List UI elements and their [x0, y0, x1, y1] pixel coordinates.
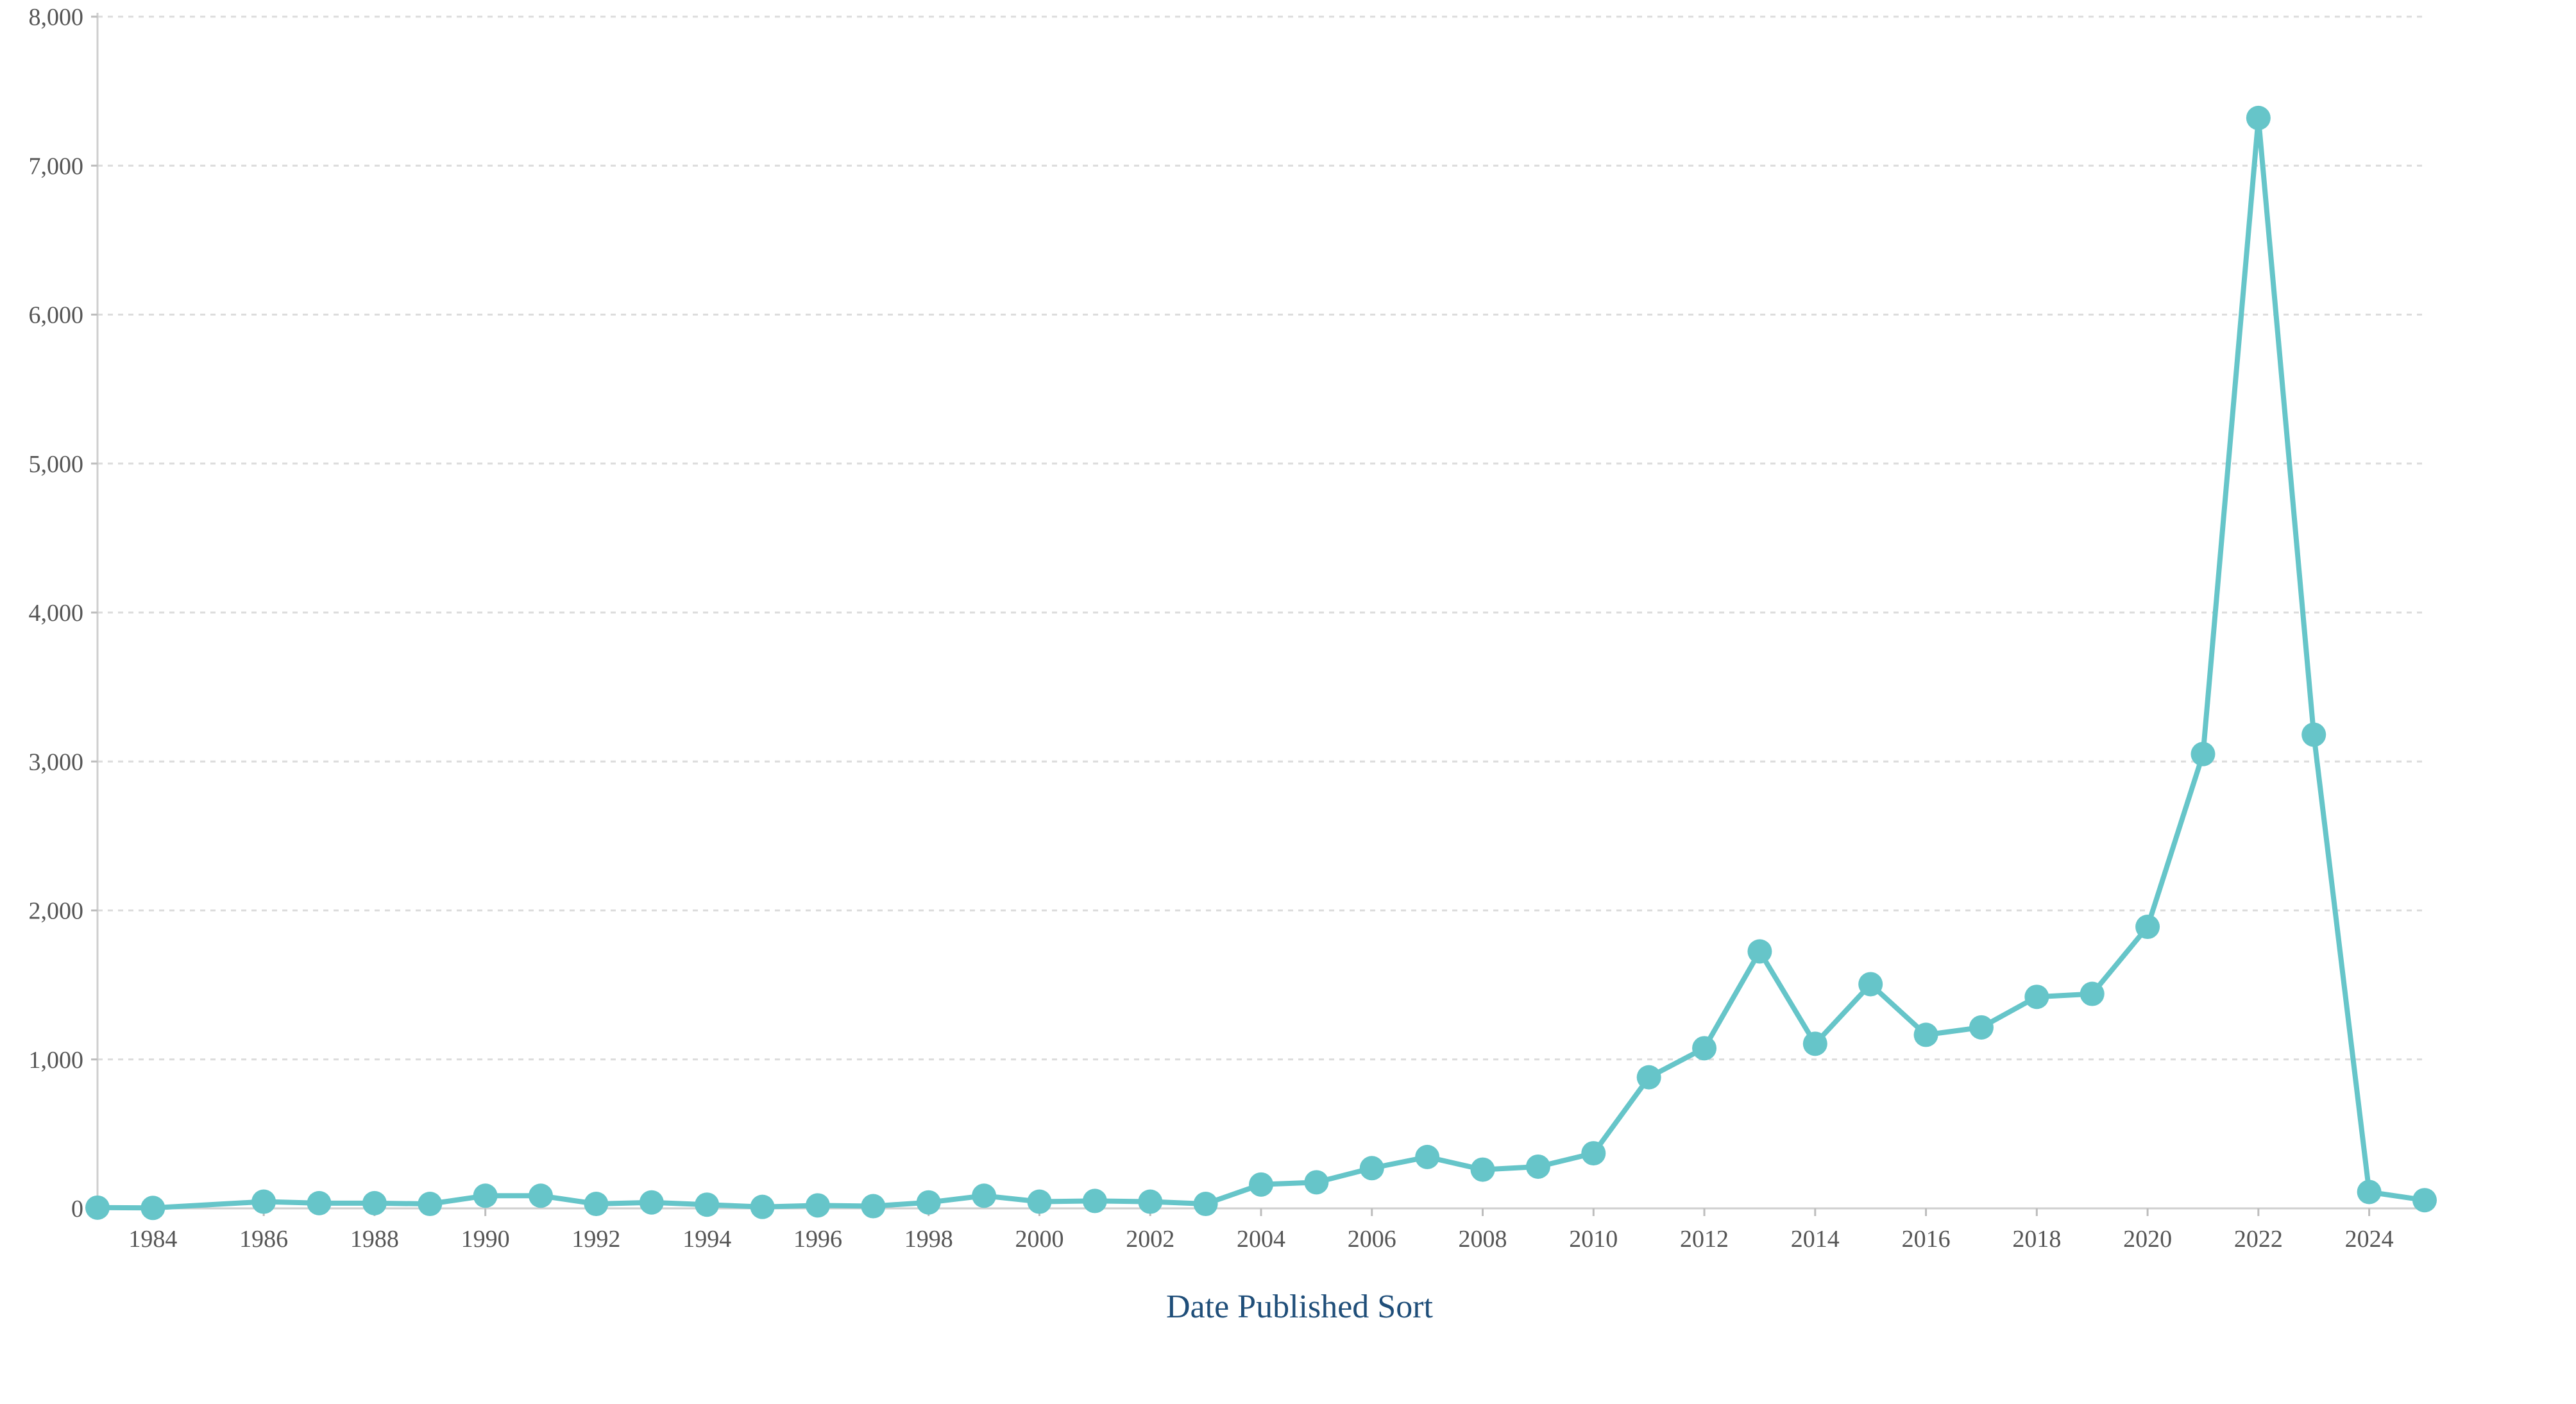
- data-point: [2357, 1180, 2382, 1205]
- data-point: [1802, 1031, 1827, 1056]
- series-layer: [85, 105, 2437, 1221]
- data-point: [861, 1194, 886, 1219]
- data-point: [584, 1192, 609, 1217]
- x-tick-label: 2014: [1791, 1226, 1840, 1253]
- x-tick-label: 2022: [2234, 1226, 2283, 1253]
- data-point: [473, 1183, 498, 1208]
- x-tick-label: 2010: [1569, 1226, 1618, 1253]
- data-point: [1913, 1022, 1938, 1047]
- data-point: [1858, 972, 1883, 997]
- y-tick-label: 7,000: [29, 153, 84, 180]
- grid-layer: [97, 15, 2425, 1061]
- x-tick-label: 2000: [1015, 1226, 1063, 1253]
- data-point: [1692, 1036, 1717, 1061]
- data-point: [639, 1190, 664, 1215]
- data-point: [1193, 1192, 1218, 1217]
- axis-layer: [96, 13, 2425, 1210]
- x-tick-label: 1986: [239, 1226, 288, 1253]
- data-point: [916, 1190, 941, 1215]
- y-axis-ticks: 0 1,000 2,000 3,000 4,000 5,000 6,000 7,000 8,00…: [29, 4, 97, 1222]
- data-point: [85, 1195, 110, 1220]
- x-tick-label: 1998: [904, 1226, 953, 1253]
- x-axis-ticks: 1984 1986 1988 1990 1992 1994 1996 1998 2000 2002…: [128, 1208, 2394, 1253]
- data-point: [2190, 741, 2216, 766]
- y-tick-label: 3,000: [29, 749, 84, 775]
- data-point: [750, 1194, 775, 1219]
- data-point: [1027, 1189, 1052, 1214]
- data-point: [362, 1190, 387, 1215]
- data-point: [1138, 1189, 1163, 1214]
- y-tick-label: 2,000: [29, 898, 84, 925]
- data-point: [2024, 985, 2049, 1010]
- x-tick-label: 2006: [1348, 1226, 1396, 1253]
- data-point: [1359, 1156, 1384, 1181]
- data-point: [1747, 939, 1772, 964]
- data-point: [805, 1193, 830, 1218]
- x-tick-label: 1992: [572, 1226, 620, 1253]
- data-point: [2246, 105, 2271, 130]
- data-point: [1636, 1065, 1661, 1090]
- data-point: [2135, 915, 2160, 940]
- data-point: [1249, 1172, 1273, 1197]
- y-tick-label: 4,000: [29, 600, 84, 627]
- data-point: [307, 1190, 332, 1215]
- data-point: [529, 1183, 554, 1208]
- x-tick-label: 2016: [1902, 1226, 1951, 1253]
- x-tick-label: 2002: [1126, 1226, 1174, 1253]
- data-point: [1304, 1170, 1329, 1195]
- x-tick-label: 1984: [128, 1226, 177, 1253]
- x-tick-label: 2024: [2345, 1226, 2394, 1253]
- data-point: [140, 1196, 165, 1221]
- x-axis-title: Date Published Sort: [1166, 1289, 1434, 1325]
- data-point: [1415, 1144, 1440, 1169]
- y-tick-label: 6,000: [29, 302, 84, 329]
- data-point: [1470, 1157, 1495, 1182]
- data-point: [1082, 1188, 1107, 1214]
- y-tick-label: 1,000: [29, 1047, 84, 1074]
- data-point: [2412, 1188, 2437, 1213]
- x-tick-label: 1996: [793, 1226, 842, 1253]
- series-line: [95, 115, 2427, 1211]
- data-point: [1525, 1154, 1550, 1179]
- data-point: [1969, 1015, 1994, 1040]
- data-point: [972, 1183, 997, 1208]
- x-tick-label: 1994: [682, 1226, 731, 1253]
- x-tick-label: 2012: [1680, 1226, 1729, 1253]
- x-tick-label: 2004: [1237, 1226, 1285, 1253]
- y-tick-label: 8,000: [29, 4, 84, 31]
- x-tick-label: 1988: [350, 1226, 399, 1253]
- data-point: [1581, 1141, 1606, 1166]
- data-point: [251, 1189, 276, 1214]
- x-tick-label: 2018: [2012, 1226, 2061, 1253]
- data-point: [2301, 722, 2326, 747]
- x-tick-label: 2008: [1459, 1226, 1507, 1253]
- y-tick-label: 5,000: [29, 451, 84, 478]
- x-tick-label: 1990: [461, 1226, 510, 1253]
- data-point: [2080, 981, 2105, 1006]
- data-point: [418, 1192, 443, 1217]
- x-tick-label: 2020: [2123, 1226, 2172, 1253]
- y-tick-label: 0: [71, 1196, 83, 1222]
- data-point: [695, 1192, 720, 1217]
